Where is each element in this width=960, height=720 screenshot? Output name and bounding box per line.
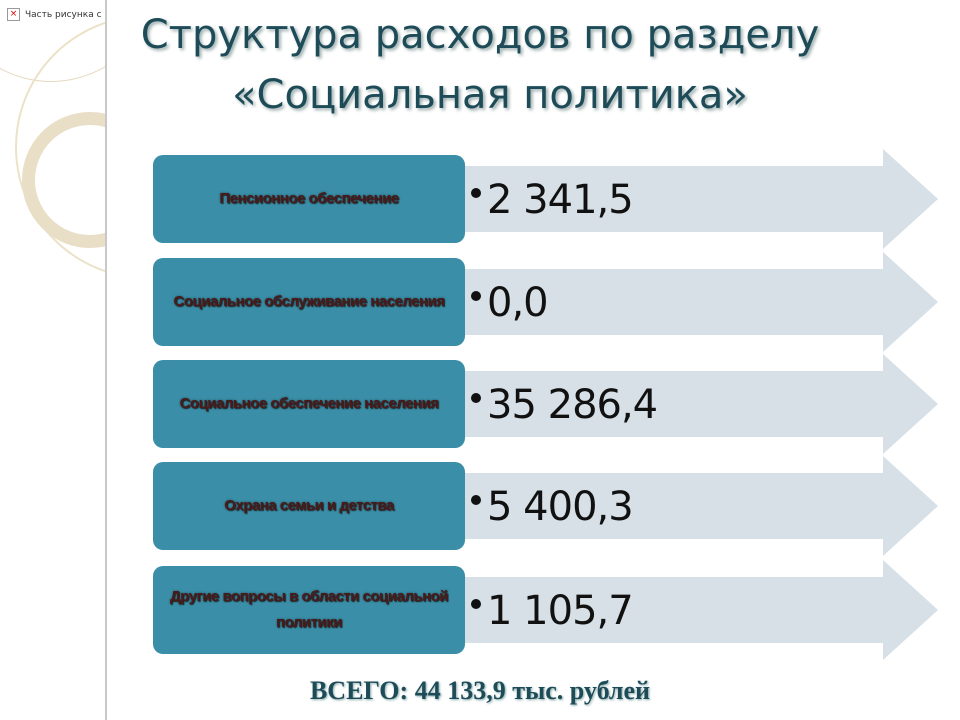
category-box: Охрана семьи и детства	[153, 462, 465, 550]
category-value: 35 286,4	[471, 382, 658, 428]
category-label: Другие вопросы в области социальной поли…	[169, 588, 449, 631]
category-row: Социальное обслуживание населения 0,0	[153, 252, 943, 352]
bullet-icon	[471, 495, 481, 505]
value-text: 2 341,5	[487, 177, 634, 223]
bullet-icon	[471, 599, 481, 609]
slide-title-line2: «Социальная политика»	[232, 72, 748, 118]
value-text: 1 105,7	[487, 588, 634, 634]
category-label: Охрана семьи и детства	[224, 497, 394, 514]
bullet-icon	[471, 291, 481, 301]
category-box: Социальное обслуживание населения	[153, 258, 465, 346]
category-row: Другие вопросы в области социальной поли…	[153, 560, 943, 660]
slide-title-line1: Структура расходов по разделу	[140, 12, 820, 58]
broken-image-text: Часть рисунка с	[25, 9, 102, 20]
category-label: Пенсионное обеспечение	[219, 190, 399, 207]
arrow-shape	[453, 149, 938, 249]
total-text: ВСЕГО: 44 133,9 тыс. рублей	[309, 676, 651, 705]
arrow-shape	[453, 560, 938, 660]
category-value: 1 105,7	[471, 588, 634, 634]
arrow-shape	[453, 456, 938, 556]
arrow-shape	[453, 354, 938, 454]
category-box: Социальное обеспечение населения	[153, 360, 465, 448]
category-label: Социальное обслуживание населения	[173, 293, 446, 310]
broken-image-placeholder: × Часть рисунка с	[7, 8, 102, 21]
category-value: 0,0	[471, 280, 549, 326]
category-row: Пенсионное обеспечение 2 341,5	[153, 149, 943, 249]
broken-image-icon: ×	[7, 8, 20, 21]
arrow-shape	[453, 252, 938, 352]
value-text: 0,0	[487, 280, 549, 326]
category-box: Другие вопросы в области социальной поли…	[153, 566, 465, 654]
bullet-icon	[471, 188, 481, 198]
category-box: Пенсионное обеспечение	[153, 155, 465, 243]
left-decor-strip: × Часть рисунка с	[0, 0, 107, 720]
value-text: 35 286,4	[487, 382, 658, 428]
category-row: Охрана семьи и детства 5 400,3	[153, 456, 943, 556]
category-row: Социальное обеспечение населения 35 286,…	[153, 354, 943, 454]
category-value: 2 341,5	[471, 177, 634, 223]
value-text: 5 400,3	[487, 484, 634, 530]
category-value: 5 400,3	[471, 484, 634, 530]
category-label: Социальное обеспечение населения	[179, 395, 439, 412]
bullet-icon	[471, 393, 481, 403]
